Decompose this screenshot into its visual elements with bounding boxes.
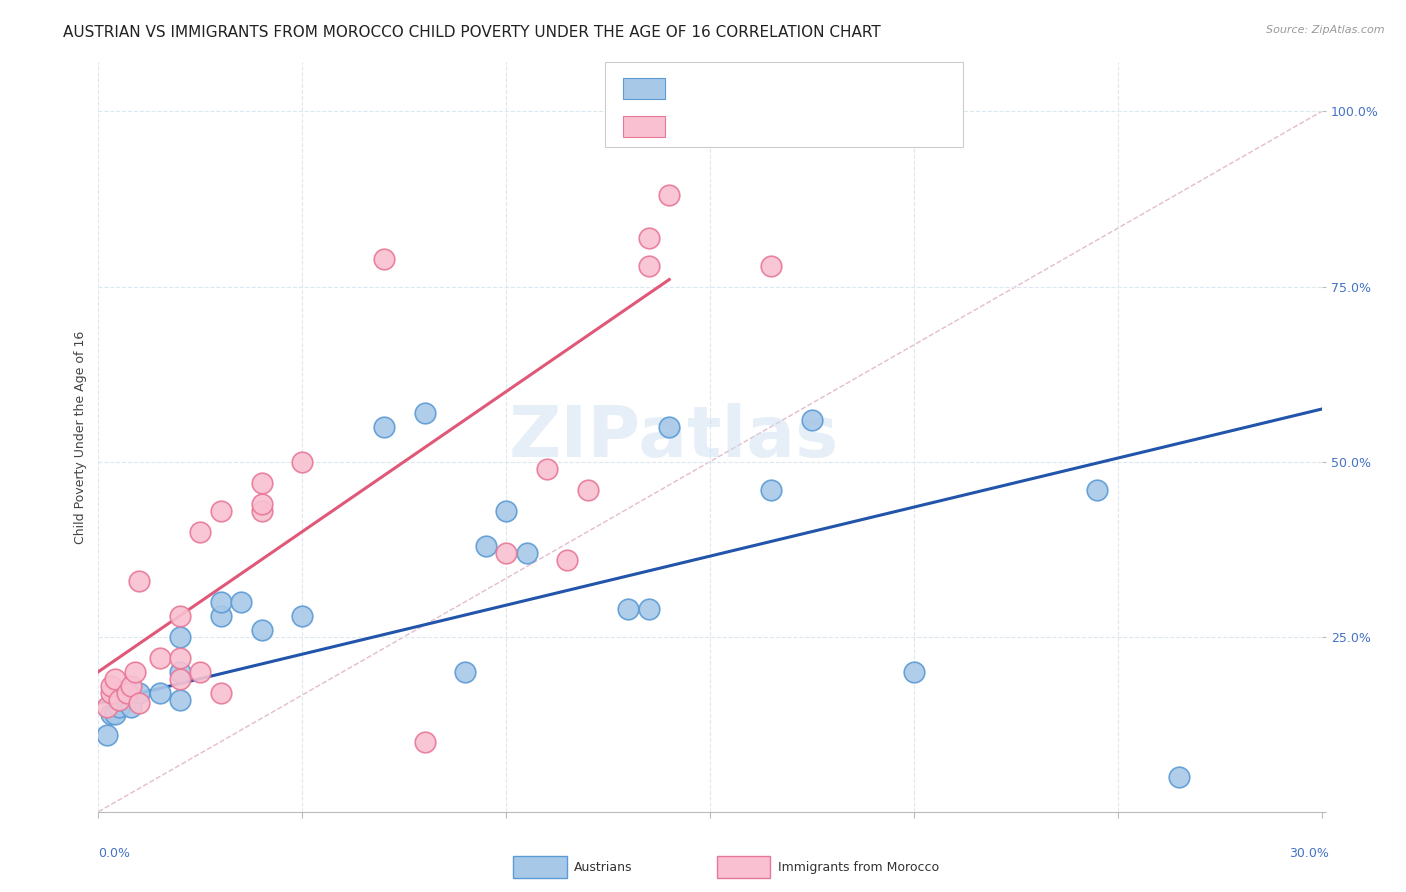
Point [169,665,191,679]
Point [128,686,150,700]
Point [555,552,579,566]
Point [231,594,253,608]
Point [576,483,599,497]
Point [536,461,558,475]
Point [209,503,232,517]
Point [149,686,172,700]
Point [413,406,436,420]
Point [658,188,681,202]
Point [250,475,273,490]
Point [291,608,314,623]
Point [128,574,150,588]
Point [100,706,122,721]
Point [250,503,273,517]
Point [658,419,681,434]
Point [903,665,925,679]
Point [413,734,436,748]
Point [637,601,661,615]
Point [169,672,191,686]
Point [761,259,783,273]
Point [373,252,395,266]
Point [250,623,273,637]
Point [96,728,118,742]
Text: Immigrants from Morocco: Immigrants from Morocco [778,861,939,873]
Point [120,679,142,693]
Point [169,608,191,623]
Point [188,665,212,679]
Text: R =  0.639   N = 32: R = 0.639 N = 32 [673,120,808,134]
Point [149,650,172,665]
Point [100,686,122,700]
Point [1085,483,1108,497]
Y-axis label: Child Poverty Under the Age of 16: Child Poverty Under the Age of 16 [75,330,87,544]
Point [100,679,122,693]
Point [454,665,477,679]
Point [120,699,142,714]
Point [209,608,232,623]
Point [104,706,127,721]
Point [495,546,517,560]
Point [209,594,232,608]
Point [108,692,131,706]
Point [209,686,232,700]
Point [108,699,131,714]
Text: 0.0%: 0.0% [98,847,131,861]
Point [637,230,661,244]
Point [169,630,191,644]
Text: R =  0.515   N = 30: R = 0.515 N = 30 [673,82,808,95]
Point [1167,770,1189,784]
Point [761,483,783,497]
Text: ZIPatlas: ZIPatlas [509,402,838,472]
Point [250,497,273,511]
Point [96,699,118,714]
Point [637,259,661,273]
Point [169,650,191,665]
Point [124,665,146,679]
Point [169,692,191,706]
Point [474,539,498,553]
Point [188,524,212,539]
Point [801,412,824,426]
Point [128,696,150,710]
Text: Austrians: Austrians [574,861,633,873]
Point [516,546,538,560]
Point [104,672,127,686]
Text: AUSTRIAN VS IMMIGRANTS FROM MOROCCO CHILD POVERTY UNDER THE AGE OF 16 CORRELATIO: AUSTRIAN VS IMMIGRANTS FROM MOROCCO CHIL… [63,25,882,40]
Point [617,601,640,615]
Point [108,692,131,706]
Point [115,686,138,700]
Point [291,454,314,468]
Point [495,503,517,517]
Text: 30.0%: 30.0% [1289,847,1329,861]
Point [373,419,395,434]
Text: Source: ZipAtlas.com: Source: ZipAtlas.com [1267,25,1385,35]
